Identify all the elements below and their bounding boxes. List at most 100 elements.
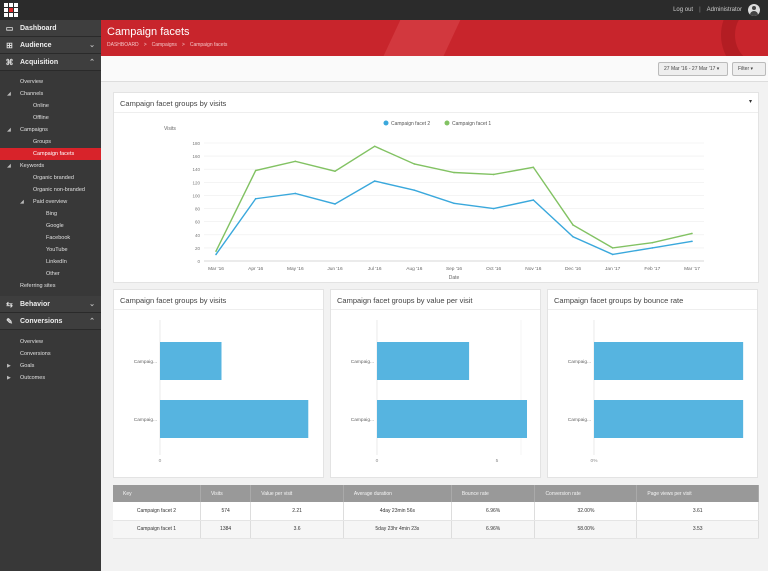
sidebar-item-channels[interactable]: ◢ Channels (0, 88, 101, 100)
user-name[interactable]: Administrator (706, 7, 742, 13)
sidebar-item-goals[interactable]: ▶ Goals (0, 360, 101, 372)
monitor-icon: ▭ (5, 23, 14, 33)
sidebar-section-conversions[interactable]: ✎ Conversions ⌃ (0, 313, 101, 330)
sidebar-section-behavior[interactable]: ⇆ Behavior ⌄ (0, 296, 101, 313)
bar (377, 342, 470, 380)
data-point (651, 241, 654, 244)
table-cell: 58.00% (534, 520, 638, 539)
x-tick-label: May '16 (287, 266, 304, 272)
breadcrumb-campaigns[interactable]: Campaigns (151, 42, 177, 48)
sidebar-item-linkedin[interactable]: LinkedIn (0, 256, 101, 268)
sidebar-item-paid-overview[interactable]: ◢ Paid overview (0, 196, 101, 208)
sidebar-item-offline[interactable]: Offline (0, 112, 101, 124)
bar-chart-card-value: Campaign facet groups by value per visit… (330, 289, 541, 478)
x-tick-label: Jul '16 (368, 266, 382, 272)
line-chart: Visits 0 20 40 60 80 100 120 140 160 180 Mar '16 Apr… (164, 120, 704, 281)
sidebar-section-dashboard[interactable]: ▭ Dashboard (0, 20, 101, 37)
table-cell: Campaign facet 1 (113, 520, 201, 539)
column-header[interactable]: Key (113, 485, 201, 502)
sidebar-item-label: Overview (20, 339, 43, 345)
sidebar-item-label: Referring sites (20, 283, 56, 289)
expand-icon[interactable]: ◢ (7, 127, 11, 133)
avatar[interactable] (748, 4, 760, 16)
sidebar-item-bing[interactable]: Bing (0, 208, 101, 220)
people-icon: ⊞ (6, 40, 13, 50)
expand-icon[interactable]: ▶ (7, 375, 11, 381)
card-title: Campaign facet groups by visits (120, 99, 227, 108)
data-point (294, 160, 297, 163)
expand-icon[interactable]: ◢ (20, 199, 24, 205)
bar-chart-card-visits: Campaign facet groups by visits Campaig.… (113, 289, 324, 478)
data-point (611, 253, 614, 256)
column-header[interactable]: Visits (200, 485, 252, 502)
expand-icon[interactable]: ◢ (7, 91, 11, 97)
sidebar-item-organic-branded[interactable]: Organic branded (0, 172, 101, 184)
bar-chart-bounce: Campaig... Campaig... 0% (568, 320, 744, 464)
page-header: Campaign facets DASHBOARD > Campaigns > … (101, 20, 768, 56)
sidebar-item-campaign-facets[interactable]: Campaign facets (0, 148, 101, 160)
logout-link[interactable]: Log out (673, 7, 694, 13)
sidebar-item-label: Conversions (20, 351, 51, 357)
sidebar-item-other[interactable]: Other (0, 268, 101, 280)
table-cell: 3.53 (636, 520, 759, 539)
sidebar-item-keywords[interactable]: ◢ Keywords (0, 160, 101, 172)
category-label: Campaig... (568, 417, 591, 423)
sidebar-item-youtube[interactable]: YouTube (0, 244, 101, 256)
table-cell: 1384 (200, 520, 252, 539)
data-point (413, 163, 416, 165)
x-axis-label: Date (449, 275, 460, 281)
data-point (294, 192, 297, 195)
breadcrumb-separator: > (143, 42, 147, 48)
y-tick-label: 80 (195, 207, 201, 212)
x-tick-label: Oct '16 (486, 266, 501, 272)
column-header[interactable]: Average duration (343, 485, 452, 502)
column-header[interactable]: Bounce rate (451, 485, 536, 502)
category-label: Campaig... (134, 359, 157, 365)
y-tick-label: 20 (195, 246, 201, 251)
sidebar-item-online[interactable]: Online (0, 100, 101, 112)
x-tick-label: Jan '17 (605, 266, 621, 272)
expand-icon[interactable]: ◢ (7, 163, 11, 169)
sidebar-item-google[interactable]: Google (0, 220, 101, 232)
sidebar-item-referring-sites[interactable]: Referring sites (0, 280, 101, 292)
sidebar-section-audience[interactable]: ⊞ Audience ⌄ (0, 37, 101, 54)
sidebar-item-groups[interactable]: Groups (0, 136, 101, 148)
sidebar-item-organic-non-branded[interactable]: Organic non-branded (0, 184, 101, 196)
x-tick-label: Jun '16 (327, 266, 343, 272)
data-point (691, 240, 693, 243)
sidebar-item-label: Facebook (46, 235, 71, 241)
sidebar-item-campaigns[interactable]: ◢ Campaigns (0, 124, 101, 136)
category-label: Campaig... (351, 417, 374, 423)
filter-dropdown[interactable]: Filter ▾ (732, 62, 766, 76)
table-header: Key Visits Value per visit Average duration… (113, 485, 759, 502)
column-header[interactable]: Value per visit (250, 485, 344, 502)
sidebar-item-label: LinkedIn (46, 259, 67, 265)
x-tick-label: Sep '16 (446, 266, 462, 272)
column-header[interactable]: Conversion rate (534, 485, 638, 502)
category-label: Campaig... (568, 359, 591, 365)
column-header[interactable]: Page views per visit (636, 485, 759, 502)
date-range-dropdown[interactable]: 27 Mar '16 - 27 Mar '17 ▾ (658, 62, 728, 76)
data-point (215, 250, 217, 252)
sidebar: ▭ Dashboard ⊞ Audience ⌄ ⌘ Acquisition ⌃ Over… (0, 20, 101, 571)
table-cell: 3.6 (250, 520, 344, 539)
sidebar-item-facebook[interactable]: Facebook (0, 232, 101, 244)
bar (594, 342, 744, 380)
section-label: Behavior (20, 300, 50, 308)
conversions-nav: Overview Conversions ▶ Goals ▶ Outcomes (0, 330, 101, 384)
y-tick-label: 120 (192, 180, 200, 185)
expand-icon[interactable]: ▶ (7, 363, 11, 369)
chevron-down-icon: ⌄ (89, 42, 95, 49)
section-label: Acquisition (20, 58, 59, 66)
data-point (492, 173, 495, 176)
caret-down-icon[interactable]: ▾ (748, 99, 752, 105)
sidebar-item-overview[interactable]: Overview (0, 336, 101, 348)
sidebar-item-conversions[interactable]: Conversions (0, 348, 101, 360)
sidebar-item-overview[interactable]: Overview (0, 76, 101, 88)
date-range-value: 27 Mar '16 - 27 Mar '17 (664, 66, 716, 72)
line-chart-card: Campaign facet groups by visits ▾ Visits… (113, 92, 759, 283)
sidebar-section-acquisition[interactable]: ⌘ Acquisition ⌃ (0, 54, 101, 71)
breadcrumb-dashboard[interactable]: DASHBOARD (107, 42, 139, 48)
sidebar-item-outcomes[interactable]: ▶ Outcomes (0, 372, 101, 384)
app-logo[interactable] (4, 3, 18, 17)
